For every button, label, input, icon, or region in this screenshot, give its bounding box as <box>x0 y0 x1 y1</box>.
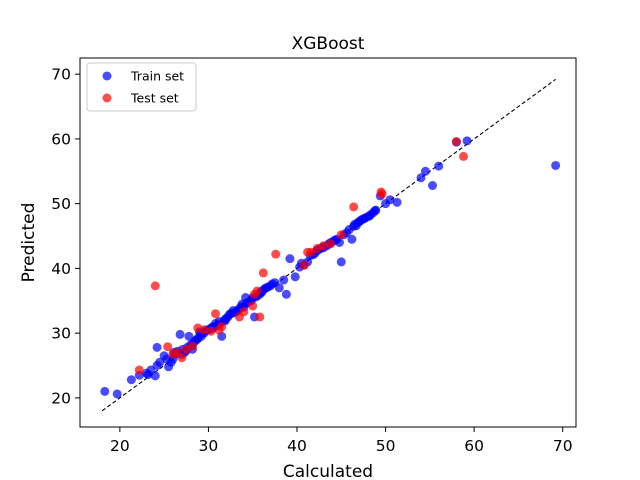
train-point <box>175 329 185 339</box>
train-point <box>150 371 160 381</box>
x-tick-label: 60 <box>464 437 484 455</box>
test-point <box>252 286 262 296</box>
train-point <box>385 195 395 205</box>
test-point <box>163 342 173 352</box>
train-point <box>143 370 153 380</box>
train-point <box>285 254 295 264</box>
test-point <box>258 268 268 278</box>
test-point <box>299 260 309 270</box>
train-point <box>184 331 194 341</box>
test-point <box>177 353 187 363</box>
train-point <box>152 342 162 352</box>
train-point <box>281 289 291 299</box>
y-tick-label: 20 <box>51 389 71 407</box>
test-point <box>255 312 265 322</box>
train-point <box>274 283 284 293</box>
points-layer <box>100 136 561 399</box>
y-tick-label: 50 <box>51 195 71 213</box>
x-axis-label: Calculated <box>283 462 373 480</box>
y-tick-label: 40 <box>51 260 71 278</box>
plot-frame <box>79 57 577 428</box>
test-point <box>239 307 249 317</box>
x-tick-label: 70 <box>553 437 573 455</box>
x-tick-label: 20 <box>110 437 130 455</box>
train-point <box>126 375 136 385</box>
x-tick-label: 50 <box>376 437 396 455</box>
train-point <box>551 160 561 170</box>
test-point <box>217 322 227 332</box>
x-tick-label: 40 <box>287 437 307 455</box>
test-point <box>199 325 209 335</box>
train-point <box>267 279 277 289</box>
train-point <box>162 354 172 364</box>
legend-marker-test <box>102 93 112 103</box>
train-point <box>434 161 444 171</box>
test-point <box>336 230 346 240</box>
test-point <box>206 326 216 336</box>
train-point <box>227 308 237 318</box>
ticks-layer: 20 30 40 50 60 70 20 30 40 50 60 70 <box>51 66 572 455</box>
train-point <box>155 357 165 367</box>
test-point <box>349 202 359 212</box>
train-point <box>279 275 289 285</box>
test-point <box>451 137 461 147</box>
train-point <box>100 386 110 396</box>
test-point <box>150 281 160 291</box>
train-point <box>392 197 402 207</box>
test-point <box>211 309 221 319</box>
test-point <box>134 365 144 375</box>
y-tick-label: 30 <box>51 325 71 343</box>
train-point <box>290 272 300 282</box>
legend-marker-train <box>102 71 112 81</box>
chart-title: XGBoost <box>292 34 365 54</box>
train-point <box>428 181 438 191</box>
train-point <box>192 335 202 345</box>
legend-label-train: Train set <box>130 69 184 84</box>
test-point <box>459 151 469 161</box>
test-point <box>319 241 329 251</box>
train-point <box>420 166 430 176</box>
legend-label-test: Test set <box>130 91 179 106</box>
train-point <box>336 257 346 267</box>
y-tick-label: 70 <box>51 66 71 84</box>
train-point <box>370 206 380 216</box>
train-point <box>416 173 426 183</box>
y-axis-label: Predicted <box>19 203 39 283</box>
train-point <box>112 389 122 399</box>
test-point <box>326 239 336 249</box>
test-point <box>187 341 197 351</box>
legend: Train set Test set <box>86 62 197 112</box>
test-point <box>377 189 387 199</box>
x-tick-label: 30 <box>199 437 219 455</box>
legend-box <box>86 62 197 112</box>
train-point <box>462 136 472 146</box>
test-point <box>271 249 281 259</box>
train-point <box>347 234 357 244</box>
y-tick-label: 60 <box>51 130 71 148</box>
test-point <box>248 301 258 311</box>
